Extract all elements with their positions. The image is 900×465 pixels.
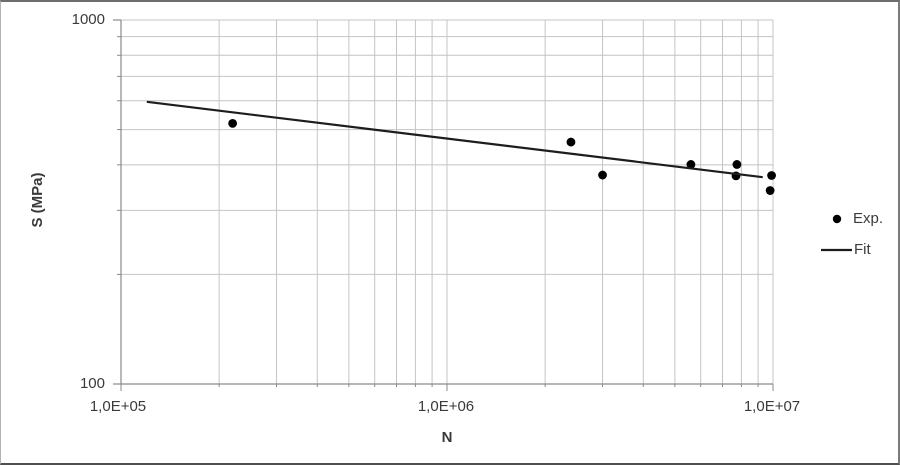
data-point	[228, 118, 238, 128]
data-point	[732, 160, 742, 169]
y-tick-label-1000: 1000	[71, 11, 105, 28]
data-point	[686, 160, 696, 169]
x-axis-title: N	[441, 429, 453, 446]
legend-label-fit: Fit	[854, 241, 871, 258]
x-tick-label-1e7: 1,0E+07	[743, 398, 801, 415]
data-point	[566, 137, 576, 147]
y-axis-title: S (MPa)	[29, 172, 46, 228]
data-point	[767, 171, 776, 180]
data-point	[765, 186, 775, 195]
data-point	[598, 170, 607, 180]
fit-line	[146, 100, 763, 179]
legend-label-exp: Exp.	[853, 210, 884, 227]
legend-marker-dot	[832, 214, 842, 224]
y-tick-label-100: 100	[79, 375, 105, 392]
x-tick-label-1e6: 1,0E+06	[417, 398, 475, 415]
x-tick-label-1e5: 1,0E+05	[89, 398, 147, 415]
